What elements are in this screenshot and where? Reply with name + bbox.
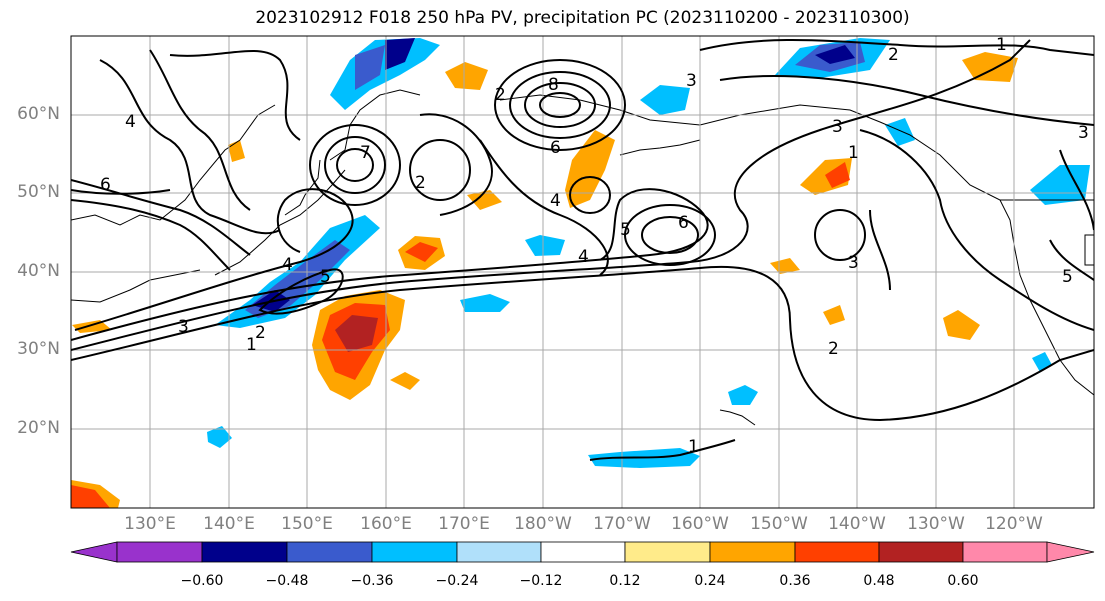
contour-label: 4 [578,247,589,267]
lon-label: 120°W [985,514,1043,534]
colorbar-segment [201,541,288,563]
precip-positive-region [445,62,488,90]
colorbar-tick-label: 0.48 [863,573,895,589]
precip-positive-core [335,315,378,352]
colorbar-segment [116,541,203,563]
precip-negative-region [525,235,565,256]
contour-label: 6 [550,138,561,158]
contour-labels: 1 2 3 5 2 3 8 6 6 5 4 7 2 3 2 1 3 2 1 1 … [100,35,1089,457]
contour-label: 3 [848,253,859,273]
lon-label: 180°W [514,514,572,534]
colorbar-segment [709,541,796,563]
precip-positive-region [228,140,245,162]
colorbar-tick-label: 0.24 [694,573,726,589]
contour-label: 5 [320,267,331,287]
colorbar-tick-label: −0.24 [435,573,479,589]
lon-label: 150°W [750,514,808,534]
colorbar-segment [456,541,542,563]
precip-positive-region [825,162,850,188]
contour-label: 4 [550,191,561,211]
precip-negative-region [1030,165,1090,205]
colorbar-extend-low [70,541,118,563]
lat-label: 40°N [17,261,60,281]
contour-label: 2 [415,173,426,193]
contour-label: 8 [548,75,559,95]
precip-positive-region [565,130,615,208]
contour-label: 3 [686,71,697,91]
contour-label: 2 [255,323,266,343]
contour-label: 2 [828,339,839,359]
contour-label: 4 [125,112,136,132]
lon-label: 140°W [828,514,886,534]
pv-contours [71,39,1094,461]
colorbar-segment [962,541,1048,563]
contour-label: 1 [848,143,859,163]
precip-shading [71,38,1090,508]
precip-negative-region [207,426,232,448]
lat-label: 30°N [17,339,60,359]
precip-positive-region [943,310,980,340]
lon-label: 140°E [203,514,255,534]
contour-label: 3 [1078,123,1089,143]
precip-positive-region [405,242,438,262]
precip-positive-region [72,320,112,333]
colorbar-tick-label: −0.60 [180,573,224,589]
lat-label: 60°N [17,104,60,124]
contour-label: 3 [178,317,189,337]
contour-label: 4 [282,255,293,275]
lon-label: 160°E [360,514,412,534]
colorbar-tick-label: 0.36 [779,573,811,589]
precip-negative-region [355,45,385,90]
contour-label: 5 [620,220,631,240]
precip-positive-region [770,258,800,274]
lon-label: 160°W [671,514,729,534]
precip-negative-region [728,385,758,405]
lat-label: 20°N [17,418,60,438]
colorbar-tick-label: −0.12 [519,573,563,589]
contour-label: 2 [495,85,506,105]
lat-label: 50°N [17,182,60,202]
precip-positive-region [71,485,110,508]
lon-label: 130°E [124,514,176,534]
precip-negative-region [460,294,510,312]
colorbar-extend-high [1046,541,1095,563]
colorbar-segment [794,541,880,563]
precip-negative-region [1032,352,1052,372]
colorbar-tick-label: 0.60 [947,573,979,589]
precip-negative-region [885,118,915,146]
precip-negative-core [815,45,855,64]
contour-label: 1 [996,35,1007,55]
map-frame [70,35,1095,509]
contour-label: 6 [678,213,689,233]
colorbar-tick-label: −0.36 [350,573,394,589]
contour-label: 5 [1062,267,1073,287]
lon-label: 170°W [593,514,651,534]
contour-label: 7 [360,143,371,163]
precip-positive-region [390,372,420,390]
precip-negative-region [640,85,690,115]
precip-negative-core [385,38,415,70]
colorbar-segment [286,541,373,563]
colorbar-segment [878,541,964,563]
precip-positive-region [962,52,1018,82]
map-title: 2023102912 F018 250 hPa PV, precipitatio… [255,8,910,28]
contour-label: 2 [888,45,899,65]
colorbar-segment [371,541,458,563]
contour-label: 1 [246,335,257,355]
lon-label: 170°E [438,514,490,534]
colorbar [70,541,1095,563]
colorbar-tick-label: 0.12 [609,573,641,589]
contour-label: 6 [100,175,111,195]
coastlines [71,89,1094,426]
lon-label: 150°E [281,514,333,534]
precip-positive-region [467,190,502,210]
contour-label: 1 [688,437,699,457]
colorbar-tick-label: −0.48 [265,573,309,589]
colorbar-segment [624,541,711,563]
contour-label: 3 [832,117,843,137]
colorbar-segment [540,541,626,563]
precip-positive-region [823,305,845,325]
lon-label: 130°W [907,514,965,534]
